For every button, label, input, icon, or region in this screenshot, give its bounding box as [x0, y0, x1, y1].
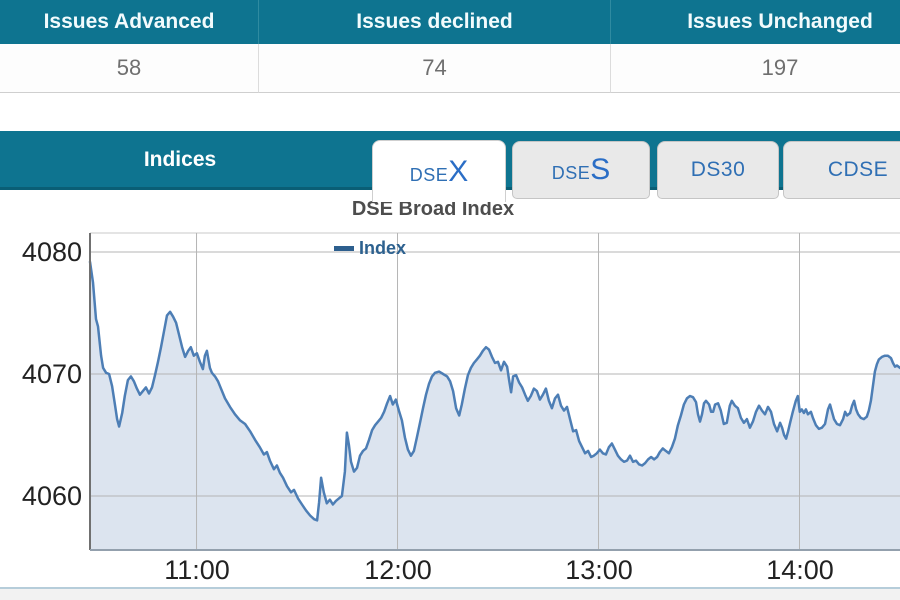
footer-strip [0, 589, 900, 600]
issues-unchanged-header: Issues Unchanged [611, 0, 900, 44]
indices-title: Indices [143, 148, 217, 171]
tab-cdset[interactable]: CDSE [783, 141, 900, 199]
tab-dsex[interactable]: DSE X [372, 140, 506, 202]
chart-legend: Index [334, 238, 406, 259]
tab-dses-label: DSE S [551, 153, 611, 186]
tab-cdset-label: CDSE [827, 158, 889, 181]
tab-dsex-label: DSE X [409, 154, 469, 188]
y-tick-4070: 4070 [21, 359, 82, 389]
x-tick-14: 14:00 [766, 555, 834, 585]
issues-summary-table: Issues Advanced Issues declined Issues U… [0, 0, 900, 94]
issues-declined-header: Issues declined [259, 0, 611, 44]
footer-divider [0, 587, 900, 589]
x-tick-11: 11:00 [164, 555, 230, 585]
issues-declined-value: 74 [259, 44, 611, 93]
x-tick-12: 12:00 [364, 555, 432, 585]
issues-advanced-header: Issues Advanced [0, 0, 259, 44]
tab-ds30-label: DS30 [690, 158, 746, 181]
chart-title: DSE Broad Index [351, 198, 515, 220]
y-tick-4080: 4080 [21, 237, 82, 267]
issues-unchanged-value: 197 [611, 44, 900, 93]
tab-dses[interactable]: DSE S [512, 141, 650, 199]
y-tick-4060: 4060 [21, 481, 82, 511]
x-tick-13: 13:00 [565, 555, 633, 585]
issues-advanced-value: 58 [0, 44, 259, 93]
tab-ds30[interactable]: DS30 [657, 141, 779, 199]
legend-label: Index [359, 238, 407, 258]
legend-line-swatch [334, 246, 354, 251]
